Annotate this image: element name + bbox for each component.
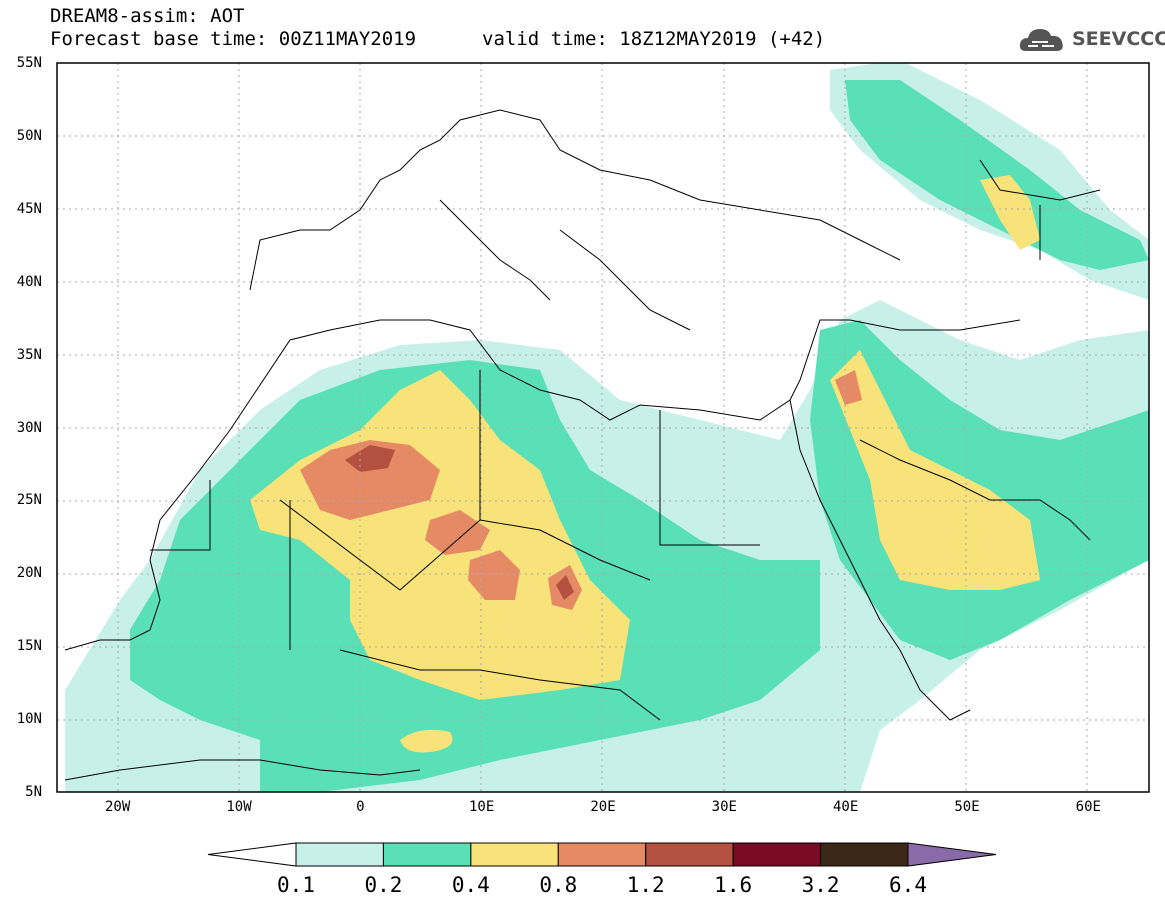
colorbar-label: 1.6 [714, 873, 753, 897]
lat-label: 30N [16, 419, 42, 436]
logo-text: SEEVCCC [1072, 28, 1165, 50]
aot-contour-1.2 [345, 445, 395, 472]
colorbar-box [732, 842, 822, 867]
colorbar-box [295, 842, 384, 867]
colorbar-label: 0.8 [539, 873, 578, 897]
colorbar-label: 0.4 [451, 873, 490, 897]
lat-label: 5N [25, 784, 42, 800]
colorbar-box [645, 842, 734, 867]
lat-label: 25N [16, 492, 42, 509]
colorbar-box [470, 842, 559, 867]
lon-label: 40E [833, 799, 859, 815]
lat-label: 10N [16, 711, 42, 728]
colorbar-box [820, 842, 909, 867]
lon-label: 10W [226, 799, 252, 815]
cloud-icon [1019, 29, 1063, 51]
colorbar [207, 842, 997, 867]
lon-label: 10E [469, 799, 495, 815]
colorbar-box [557, 842, 647, 867]
colorbar-label: 1.2 [626, 873, 665, 897]
lon-label: 0 [356, 799, 365, 815]
lon-label: 20W [105, 799, 131, 815]
lat-label: 50N [16, 127, 42, 144]
lon-label: 50E [954, 799, 980, 815]
lat-label: 45N [16, 200, 42, 217]
lon-label: 20E [590, 799, 616, 815]
valid-time: valid time: 18Z12MAY2019 (+42) [482, 28, 826, 50]
lat-label: 20N [16, 565, 42, 582]
colorbar-high-arrow [907, 842, 997, 867]
colorbar-label: 6.4 [889, 873, 927, 897]
colorbar-label: 3.2 [801, 873, 840, 897]
coastlines [64, 109, 1101, 781]
aot-contour-0.8 [300, 440, 440, 520]
colorbar-label: 0.2 [364, 873, 403, 897]
lat-label: 55N [16, 55, 42, 71]
lat-label: 40N [16, 273, 42, 290]
lon-label: 60E [1075, 799, 1101, 815]
logo: SEEVCCC [1018, 24, 1165, 54]
lat-label: 15N [16, 638, 42, 655]
lon-label: 30E [711, 799, 737, 815]
lat-label: 35N [16, 346, 42, 363]
colorbar-label: 0.1 [277, 873, 315, 897]
aot-shading [65, 63, 1149, 792]
colorbar-box [382, 842, 472, 867]
grid-lines [57, 63, 1149, 792]
map-title: DREAM8-assim: AOT [50, 5, 245, 27]
colorbar-low-arrow [207, 842, 297, 867]
forecast-base-time: Forecast base time: 00Z11MAY2019 [50, 28, 417, 50]
